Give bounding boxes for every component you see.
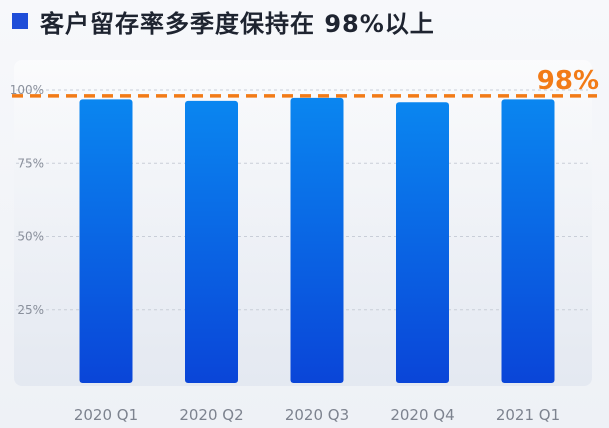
bars [79,97,555,383]
gridlines [16,89,588,311]
bar [290,97,344,383]
bar [501,99,555,383]
bar [79,99,133,383]
bar [396,102,449,383]
reference-line-label: 98% [537,66,599,96]
y-tick-label: 75% [17,156,44,170]
title-row: 客户留存率多季度保持在 98%以上 [12,6,435,38]
y-tick-label: 50% [17,230,44,244]
x-tick-label: 2020 Q2 [179,406,243,424]
bar [185,100,238,383]
x-tick-label: 2020 Q4 [390,406,454,424]
y-tick-label: 25% [17,303,44,317]
title-marker-icon [12,13,28,29]
x-tick-label: 2020 Q1 [74,406,138,424]
y-axis-ticks: 25% 50% 75% 100% [10,83,44,317]
x-axis-ticks: 2020 Q1 2020 Q2 2020 Q3 2020 Q4 2021 Q1 [74,406,560,424]
x-tick-label: 2020 Q3 [285,406,349,424]
reference-line-group: 98% [12,66,599,98]
x-tick-label: 2021 Q1 [496,406,560,424]
chart-title: 客户留存率多季度保持在 98%以上 [40,9,435,38]
y-tick-label: 100% [10,83,44,97]
